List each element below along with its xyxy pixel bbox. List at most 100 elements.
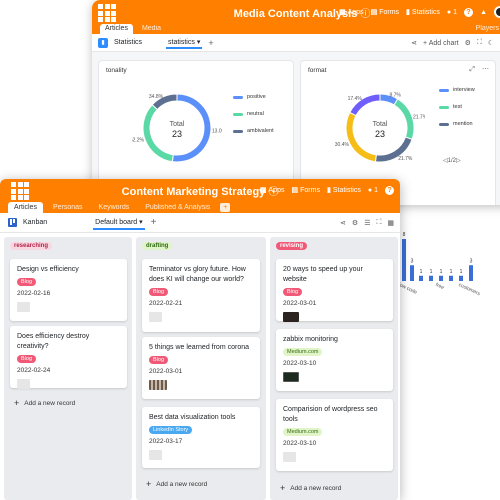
apps-button[interactable]: ▦ Apps (260, 186, 285, 195)
users-button[interactable]: ● 1 (368, 187, 378, 194)
card-thumbnail (17, 302, 30, 312)
bell-icon[interactable]: ▲ (480, 8, 487, 16)
kanban-card[interactable]: zabbix monitoring Medium.com 2022-03-10 (276, 329, 393, 391)
apps-button[interactable]: ▦ Apps (339, 8, 364, 17)
donut-slice[interactable] (393, 98, 415, 141)
add-record-button[interactable]: + Add a new record (280, 483, 341, 493)
settings-icon[interactable]: ⚙ (464, 40, 471, 47)
tab-players[interactable]: Players (475, 25, 499, 32)
donut-slice[interactable] (151, 93, 178, 111)
board-selector[interactable]: Default board ▾ (93, 216, 145, 230)
add-view-button[interactable]: + (150, 217, 157, 228)
forms-icon: ▤ (370, 9, 378, 16)
card-tag: Medium.com (283, 428, 323, 436)
statistics-button[interactable]: ▮ Statistics (406, 8, 440, 17)
donut-slice[interactable] (345, 111, 377, 163)
add-record-button[interactable]: + Add a new record (146, 479, 207, 489)
bar[interactable] (439, 275, 443, 281)
legend-pager[interactable]: ◁1/2▷ (443, 157, 461, 164)
card-title: 20 ways to speed up your website (283, 266, 363, 283)
legend-label: neutral (247, 111, 264, 117)
tab-media[interactable]: Media (141, 25, 162, 32)
bar[interactable] (419, 275, 423, 281)
view-selector[interactable]: statistics ▾ (166, 37, 203, 49)
statistics-button[interactable]: ▮ Statistics (327, 186, 361, 195)
app-grid-icon[interactable] (96, 2, 116, 22)
donut-center-label: Total (170, 121, 185, 128)
back-window-title: Media Content Analysis ⓘ (92, 5, 500, 20)
avatar[interactable] (494, 6, 500, 18)
info-icon[interactable]: ⓘ (360, 8, 371, 20)
statistics-view-icon: ▮ (98, 37, 108, 48)
add-chart-button[interactable]: + Add chart (423, 39, 459, 47)
plus-icon: + (280, 483, 286, 493)
card-date: 2022-03-17 (149, 438, 183, 445)
card-thumbnail (17, 379, 30, 389)
fullscreen-icon[interactable]: ⛶ (476, 39, 482, 46)
kanban-view-label: Kanban (23, 219, 48, 226)
forms-button[interactable]: ▤ Forms (370, 8, 399, 17)
donut-slice[interactable] (349, 93, 381, 117)
plus-icon: + (146, 479, 152, 489)
donut-slice[interactable] (171, 93, 212, 163)
card-title: Design vs efficiency (17, 266, 79, 273)
expand-icon[interactable]: ⤢ (469, 66, 475, 73)
app-grid-icon[interactable] (9, 180, 29, 200)
kanban-column-researching: researching Design vs efficiency Blog 20… (4, 237, 132, 500)
settings-icon[interactable]: ⚙ (351, 220, 359, 227)
column-header: researching (10, 242, 53, 250)
bar[interactable] (410, 265, 414, 281)
card-date: 2022-02-21 (149, 300, 183, 307)
bar[interactable] (459, 275, 463, 281)
card-title: Comparision of wordpress seo tools (283, 406, 378, 423)
kanban-column-revising: revising 20 ways to speed up your websit… (270, 237, 398, 500)
share-icon[interactable]: ⋖ (340, 220, 346, 227)
legend-item: interview (439, 87, 475, 93)
apps-label: Apps (347, 8, 364, 16)
bar[interactable] (469, 265, 473, 281)
legend-item: neutral (233, 111, 274, 117)
kanban-icon (8, 218, 17, 227)
chevron-down-icon: ▾ (139, 218, 143, 226)
kanban-card[interactable]: Does efficiency destroy creativity? Blog… (10, 326, 127, 389)
tab-articles[interactable]: Articles (100, 24, 133, 34)
tab-articles[interactable]: Articles (8, 202, 43, 213)
more-icon[interactable]: ⋯ (482, 66, 489, 73)
legend-label: interview (453, 87, 475, 93)
format-legend: interview test mention (439, 87, 475, 138)
bar[interactable] (429, 275, 433, 281)
kanban-card[interactable]: Best data visualization tools LinkedIn S… (142, 407, 260, 468)
card-tag: Blog (149, 288, 169, 296)
help-icon[interactable]: ? (464, 7, 474, 17)
slice-label: 21.7% (398, 156, 413, 162)
card-thumbnail (149, 380, 167, 390)
forms-button[interactable]: ▤ Forms (292, 186, 320, 195)
kanban-card[interactable]: Comparision of wordpress seo tools Mediu… (276, 399, 393, 471)
grid-view-icon[interactable]: ▦ (387, 220, 394, 227)
kanban-card[interactable]: Terminator vs glory future. How does KI … (142, 259, 260, 332)
donut-slice[interactable] (142, 104, 174, 163)
bar-value-label: 1 (450, 269, 453, 275)
tab-keywords[interactable]: Keywords (98, 204, 130, 211)
users-icon: ● (446, 8, 452, 16)
chevron-right-icon[interactable]: ▷ (455, 158, 461, 164)
bar[interactable] (402, 239, 406, 281)
share-icon[interactable]: ⋖ (411, 40, 418, 47)
chevron-left-icon[interactable]: ◁ (443, 158, 448, 164)
add-record-button[interactable]: + Add a new record (14, 398, 75, 408)
tab-published-analysis[interactable]: Published & Analysis (145, 204, 211, 211)
tab-personas[interactable]: Personas (52, 204, 83, 211)
help-icon[interactable]: ? (385, 185, 394, 195)
fullscreen-icon[interactable]: ⛶ (376, 219, 382, 226)
dark-mode-icon[interactable]: ☾ (487, 40, 495, 47)
filter-icon[interactable]: ☰ (364, 220, 371, 227)
kanban-card[interactable]: 20 ways to speed up your website Blog 20… (276, 259, 393, 322)
add-view-button[interactable]: + (208, 37, 214, 48)
card-thumbnail (283, 452, 296, 462)
kanban-card[interactable]: 5 things we learned from corona Blog 202… (142, 337, 260, 399)
bar[interactable] (449, 275, 453, 281)
info-icon[interactable]: ⓘ (268, 186, 279, 198)
add-table-button[interactable]: + (220, 203, 231, 212)
users-button[interactable]: ● 1 (447, 9, 457, 16)
kanban-card[interactable]: Design vs efficiency Blog 2022-02-16 (10, 259, 127, 321)
